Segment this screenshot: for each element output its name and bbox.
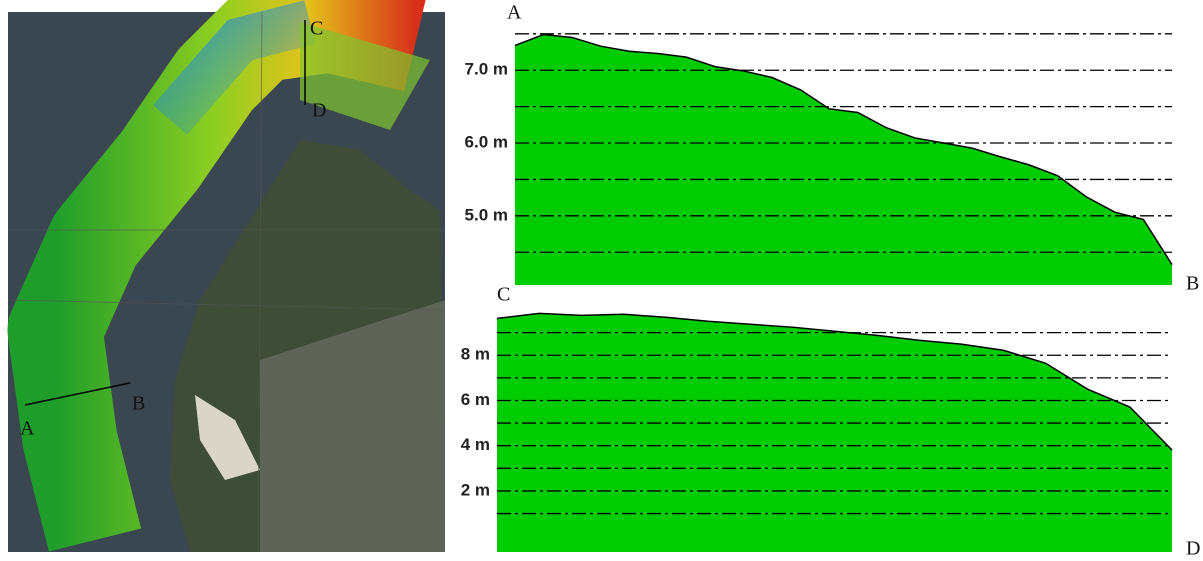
y-tick-label: 6 m: [461, 390, 490, 409]
profile-end-label: B: [1186, 273, 1199, 295]
profile-start-label: A: [507, 2, 522, 24]
y-tick-label: 4 m: [461, 435, 490, 454]
profile-start-label: C: [497, 284, 510, 306]
map: A B C D: [8, 12, 445, 552]
y-tick-label: 6.0 m: [465, 133, 508, 152]
profile-end-label: D: [1186, 538, 1200, 560]
map-label: A: [20, 418, 35, 440]
y-tick-label: 2 m: [461, 480, 490, 499]
map-label: B: [132, 393, 145, 415]
map-label: D: [312, 100, 326, 122]
figure: A B C D 7.0 m 6.0 m 5.0 m A B 8 m 6 m 4 m 2 m C D: [0, 0, 1203, 561]
y-tick-label: 8 m: [461, 345, 490, 364]
map-label: C: [310, 18, 323, 40]
area: [515, 35, 1172, 285]
area: [497, 313, 1172, 552]
y-tick-label: 5.0 m: [465, 205, 508, 224]
y-tick-label: 7.0 m: [465, 60, 508, 79]
